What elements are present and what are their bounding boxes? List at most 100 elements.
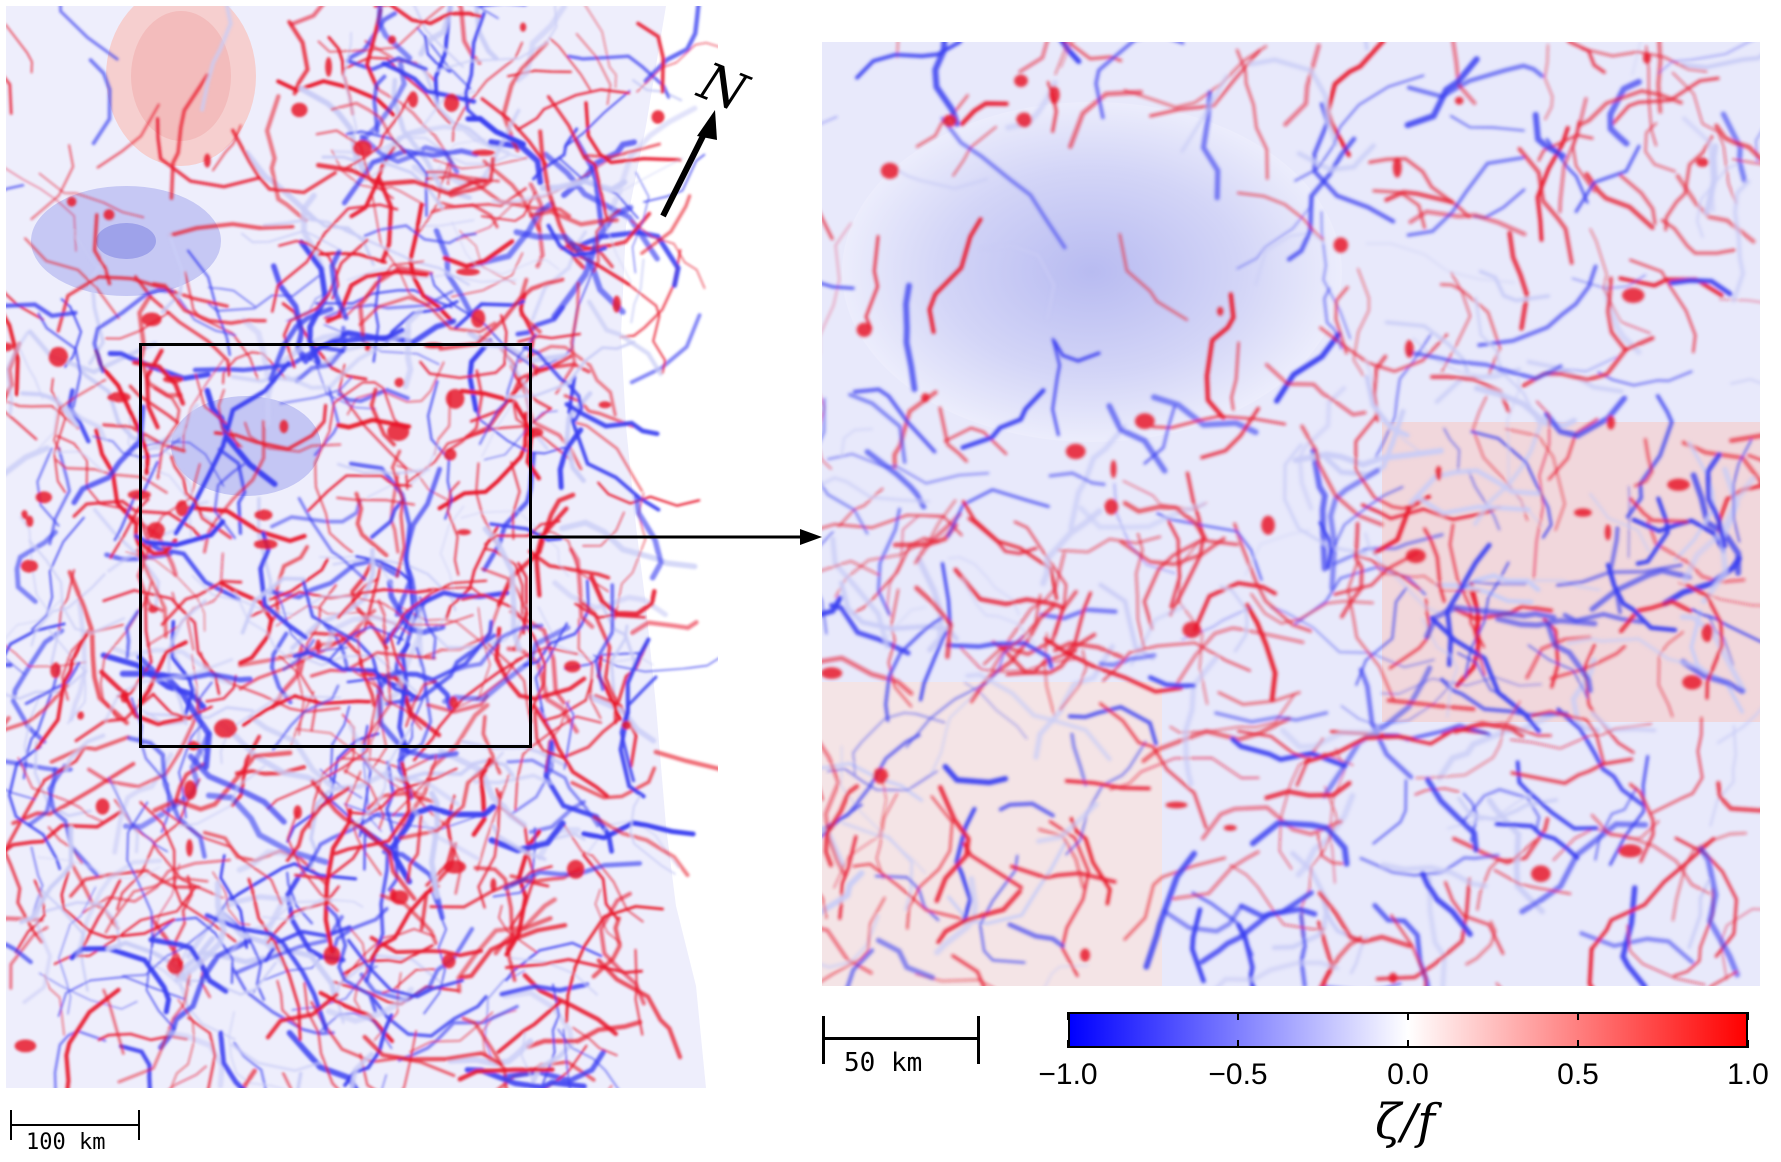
anticyclonic-filament [50,450,104,473]
cyclonic-filament [952,126,997,177]
colorbar-tick-label: 1.0 [1727,1058,1769,1091]
anticyclonic-filament [557,1028,619,1088]
anticyclonic-filament [30,573,106,647]
cyclonic-filament [6,292,45,321]
small-eddy [520,22,527,32]
cyclonic-filament [967,516,1038,555]
anticyclonic-filament [418,62,518,149]
cyclonic-filament [309,651,437,678]
cyclonic-filament [471,757,492,837]
cyclonic-filament [1465,920,1497,966]
anticyclonic-filament [36,395,59,451]
anticyclonic-filament [92,288,174,374]
anticyclonic-filament [1068,424,1127,531]
anticyclonic-filament [504,340,636,399]
anticyclonic-filament [1566,637,1703,669]
anticyclonic-filament [1162,905,1243,934]
cyclonic-filament [822,655,914,696]
cyclonic-filament [24,237,120,320]
anticyclonic-filament [1191,891,1254,957]
cyclonic-filament [554,281,580,395]
anticyclonic-filament [1597,370,1693,387]
anticyclonic-filament [370,995,488,1038]
anticyclonic-filament [60,298,83,368]
cyclonic-filament [6,341,22,401]
cyclonic-filament [104,876,209,934]
cyclonic-filament [1054,42,1067,75]
anticyclonic-filament [236,849,295,873]
anticyclonic-filament [1320,893,1359,942]
cyclonic-filament [653,749,718,771]
cyclonic-filament [432,157,528,170]
cyclonic-filament [565,904,664,1024]
small-eddy [1388,972,1398,984]
anticyclonic-filament [53,1029,107,1088]
small-eddy [146,522,165,540]
anticyclonic-filament [185,894,294,959]
cyclonic-filament [169,455,233,540]
cyclonic-filament [1005,649,1078,676]
colorbar-title: ζ/f [1375,1094,1435,1150]
anticyclonic-filament [1148,675,1196,689]
anticyclonic-filament [231,967,335,1036]
anticyclonic-filament [435,6,558,72]
cyclonic-filament [1346,561,1395,702]
anticyclonic-filament [88,58,112,146]
cyclonic-filament [1644,122,1676,173]
anticyclonic-filament [394,466,442,617]
small-eddy [442,954,456,969]
anticyclonic-filament [1200,90,1221,201]
cyclonic-filament [168,222,295,238]
cyclonic-filament [1250,593,1374,625]
anticyclonic-filament [1414,494,1531,516]
small-eddy [490,878,497,892]
cyclonic-filament [17,757,104,823]
cyclonic-filament [1230,341,1240,411]
anticyclonic-filament [241,229,343,252]
anticyclonic-filament [540,178,628,193]
anticyclonic-filament [348,461,421,619]
anticyclonic-filament [104,551,173,562]
small-eddy [1682,675,1702,690]
anticyclonic-filament [1270,606,1435,669]
anticyclonic-filament [822,397,869,535]
cyclonic-filament [1151,415,1286,429]
anticyclonic-filament [1532,111,1567,159]
anticyclonic-filament [822,476,930,504]
cyclonic-filament [1587,947,1594,986]
cyclonic-filament [315,129,394,200]
cyclonic-filament [569,547,595,629]
cyclonic-filament [1319,326,1449,373]
cyclonic-filament [962,841,1023,890]
cyclonic-filament [1716,781,1760,813]
cyclonic-filament [1217,691,1301,706]
anticyclonic-filament [1720,111,1748,184]
cyclonic-filament [419,314,508,380]
small-eddy [1165,801,1188,809]
cyclonic-filament [476,773,511,872]
cyclonic-filament [563,394,635,428]
cyclonic-filament [1135,532,1146,651]
cyclonic-filament [953,567,1066,611]
cyclonic-filament [1109,757,1260,791]
anticyclonic-filament [1590,711,1657,733]
anticyclonic-filament [1607,78,1642,147]
cyclonic-filament [249,577,379,618]
anticyclonic-filament [1248,57,1339,147]
cyclonic-filament [822,214,834,241]
anticyclonic-filament [1007,922,1065,949]
cyclonic-filament [1567,42,1606,74]
cyclonic-filament [1169,693,1296,734]
cyclonic-filament [545,1044,588,1088]
small-eddy [564,660,581,673]
anticyclonic-filament [822,531,834,635]
cyclonic-filament [1472,395,1529,521]
cyclonic-filament [50,377,67,494]
cyclonic-filament [822,514,963,536]
small-eddy [449,696,458,709]
cyclonic-filament [404,680,437,728]
cyclonic-filament [518,277,542,334]
cyclonic-filament [6,850,44,944]
anticyclonic-filament [503,861,643,891]
anticyclonic-filament [228,1011,283,1088]
